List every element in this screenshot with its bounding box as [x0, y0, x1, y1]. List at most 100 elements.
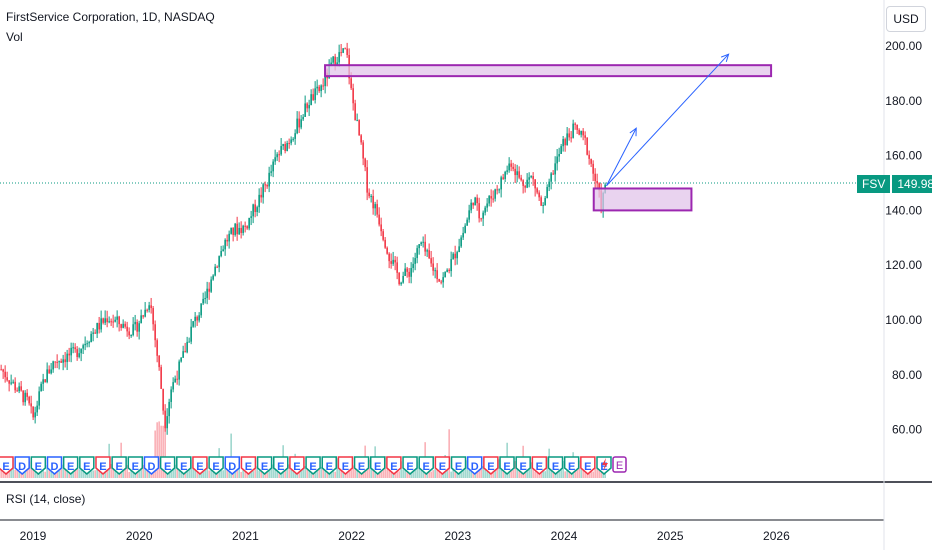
dividend-marker-icon[interactable]: D	[14, 456, 30, 475]
candle-body	[362, 142, 364, 159]
candle-body	[340, 52, 342, 54]
earnings-marker-icon[interactable]: E	[62, 456, 79, 475]
volume-bar	[466, 460, 468, 478]
earnings-marker-icon[interactable]: E	[499, 456, 515, 475]
earnings-marker-icon[interactable]: E	[111, 456, 127, 475]
split-marker-icon[interactable]	[602, 458, 608, 471]
dividend-marker-icon[interactable]: D	[143, 456, 160, 475]
zone-demand[interactable]	[592, 187, 693, 212]
candle-body	[378, 214, 380, 225]
candle-body	[574, 123, 576, 125]
x-tick-label: 2022	[338, 529, 365, 543]
volume-bar	[500, 462, 502, 478]
earnings-marker-icon[interactable]: E	[192, 456, 208, 475]
volume-bar	[208, 470, 210, 478]
candle-body	[364, 158, 366, 168]
volume-bar	[256, 466, 258, 478]
earnings-marker-icon[interactable]: E	[418, 456, 434, 475]
projection-arrow-line[interactable]	[606, 127, 637, 186]
earnings-marker-icon[interactable]: E	[531, 456, 548, 475]
earnings-marker-icon[interactable]: E	[256, 456, 273, 475]
volume-bar	[258, 470, 260, 478]
candle-body	[84, 343, 86, 346]
candle-body	[552, 173, 554, 175]
candle-body	[254, 204, 256, 213]
candle-body	[142, 315, 144, 317]
earnings-marker-icon[interactable]: E	[127, 456, 144, 475]
earnings-marker-icon[interactable]: E	[0, 456, 14, 475]
volume-bar	[52, 470, 54, 478]
candle-body	[134, 321, 136, 325]
candle-body	[500, 177, 502, 190]
volume-bar	[62, 464, 64, 478]
earnings-marker-icon[interactable]: E	[95, 456, 111, 475]
earnings-marker-icon[interactable]: E	[580, 456, 596, 475]
projection-arrows	[606, 53, 730, 187]
earnings-marker-icon[interactable]: E	[515, 456, 531, 475]
candle-body	[432, 263, 434, 271]
volume-bar	[156, 422, 158, 478]
zone-supply[interactable]	[324, 64, 773, 78]
earnings-marker-icon[interactable]: E	[450, 456, 467, 475]
upcoming-earnings-icon[interactable]: E	[612, 456, 627, 473]
candle-body	[520, 177, 522, 181]
earnings-marker-icon[interactable]: E	[386, 456, 402, 475]
projection-arrow-line[interactable]	[606, 53, 729, 187]
earnings-marker-icon[interactable]: E	[321, 456, 337, 475]
candle-body	[392, 259, 394, 264]
candle-body	[260, 194, 262, 198]
candle-body	[352, 88, 354, 104]
svg-text:E: E	[180, 461, 187, 473]
candle-body	[58, 361, 60, 363]
candle-body	[344, 48, 346, 50]
volume-bar	[132, 471, 134, 478]
earnings-marker-icon[interactable]: E	[596, 456, 612, 475]
candle-body	[70, 347, 72, 356]
volume-bar	[528, 469, 530, 478]
dividend-marker-icon[interactable]: D	[466, 456, 483, 475]
candle-body	[598, 183, 600, 191]
svg-text:E: E	[99, 461, 106, 473]
candle-body	[8, 380, 10, 384]
volume-bar	[510, 466, 512, 478]
svg-text:E: E	[293, 461, 300, 473]
earnings-marker-icon[interactable]: E	[353, 456, 370, 475]
volume-bar	[520, 469, 522, 478]
dividend-marker-icon[interactable]: D	[46, 456, 63, 475]
volume-bar	[186, 468, 188, 478]
candle-body	[550, 173, 552, 182]
earnings-marker-icon[interactable]: E	[289, 456, 305, 475]
volume-bar	[582, 466, 584, 478]
y-tick-label: 200.00	[885, 39, 922, 53]
earnings-marker-icon[interactable]: E	[547, 456, 564, 475]
earnings-marker-icon[interactable]: E	[159, 456, 176, 475]
dividend-marker-icon[interactable]: D	[224, 456, 241, 475]
candle-body	[64, 359, 66, 363]
candle-body	[28, 396, 30, 404]
earnings-marker-icon[interactable]: E	[176, 456, 192, 475]
earnings-marker-icon[interactable]: E	[402, 456, 418, 475]
candle-body	[20, 386, 22, 391]
earnings-marker-icon[interactable]: E	[337, 456, 354, 475]
earnings-marker-icon[interactable]: E	[369, 456, 386, 475]
earnings-marker-icon[interactable]: E	[30, 456, 47, 475]
x-tick-label: 2023	[444, 529, 471, 543]
svg-text:D: D	[51, 461, 59, 473]
volume-bar	[110, 464, 112, 478]
earnings-marker-icon[interactable]: E	[240, 456, 257, 475]
currency-button[interactable]: USD	[886, 6, 926, 32]
candle-body	[436, 270, 438, 280]
earnings-marker-icon[interactable]: E	[483, 456, 499, 475]
volume-bar	[58, 470, 60, 478]
earnings-marker-icon[interactable]: E	[208, 456, 224, 475]
earnings-marker-icon[interactable]: E	[79, 456, 95, 475]
volume-bar	[388, 464, 390, 478]
earnings-marker-icon[interactable]: E	[434, 456, 451, 475]
earnings-marker-icon[interactable]: E	[273, 456, 289, 475]
candle-body	[248, 217, 250, 229]
earnings-marker-icon[interactable]: E	[563, 456, 580, 475]
volume-bar	[386, 469, 388, 478]
volume-bar	[46, 465, 48, 478]
earnings-marker-icon[interactable]: E	[305, 456, 321, 475]
